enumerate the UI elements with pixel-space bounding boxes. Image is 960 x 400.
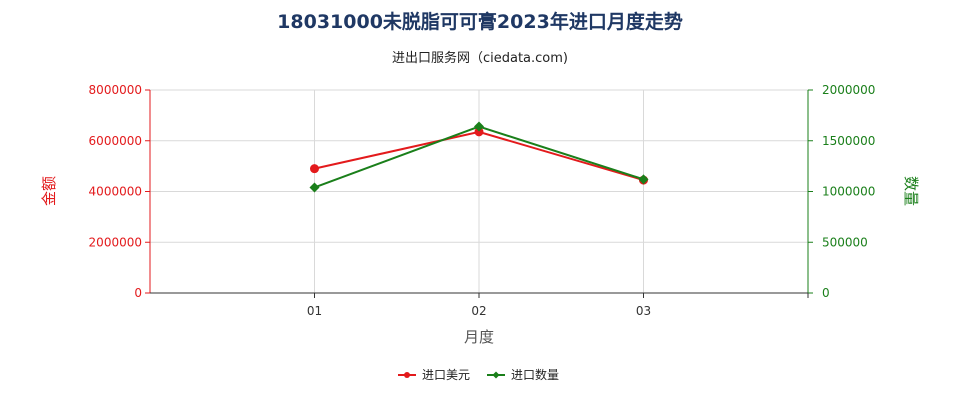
chart-title: 18031000未脱脂可可膏2023年进口月度走势 <box>277 10 683 33</box>
y-left-tick-label: 4000000 <box>89 185 142 199</box>
series-layer <box>309 121 649 193</box>
y-right-tick-label: 1000000 <box>822 185 875 199</box>
data-point <box>310 164 319 174</box>
y-axis-left-title: 金额 <box>40 176 58 206</box>
y-right-tick-label: 500000 <box>822 235 868 249</box>
y-left-tick-label: 2000000 <box>89 235 142 249</box>
y-right-tick-label: 2000000 <box>822 83 875 97</box>
legend-label: 进口美元 <box>422 368 470 382</box>
x-tick-label: 03 <box>636 304 651 318</box>
data-point <box>638 174 649 185</box>
x-axis-title: 月度 <box>464 328 494 346</box>
data-point <box>474 127 484 137</box>
grid-lines <box>150 89 809 293</box>
legend-swatch-marker <box>492 371 500 379</box>
y-left-tick-label: 0 <box>134 286 142 300</box>
data-point <box>309 182 320 193</box>
chart-subtitle: 进出口服务网（ciedata.com) <box>392 50 568 66</box>
y-axis-right-title: 数量 <box>902 176 920 206</box>
x-tick-label: 01 <box>307 304 322 318</box>
legend-label: 进口数量 <box>511 367 559 382</box>
y-right-tick-label: 1500000 <box>822 134 875 148</box>
y-left-tick-label: 6000000 <box>89 134 142 148</box>
y-right-tick-label: 0 <box>822 286 830 300</box>
x-tick-label: 02 <box>471 304 486 318</box>
legend-swatch-marker <box>404 372 410 378</box>
y-left-tick-label: 8000000 <box>89 83 142 97</box>
axes: 0 0 2000000 500000 4000000 1000000 6000000 1500… <box>89 83 876 318</box>
legend: 进口美元 进口数量 <box>398 367 559 382</box>
data-point <box>474 121 484 132</box>
